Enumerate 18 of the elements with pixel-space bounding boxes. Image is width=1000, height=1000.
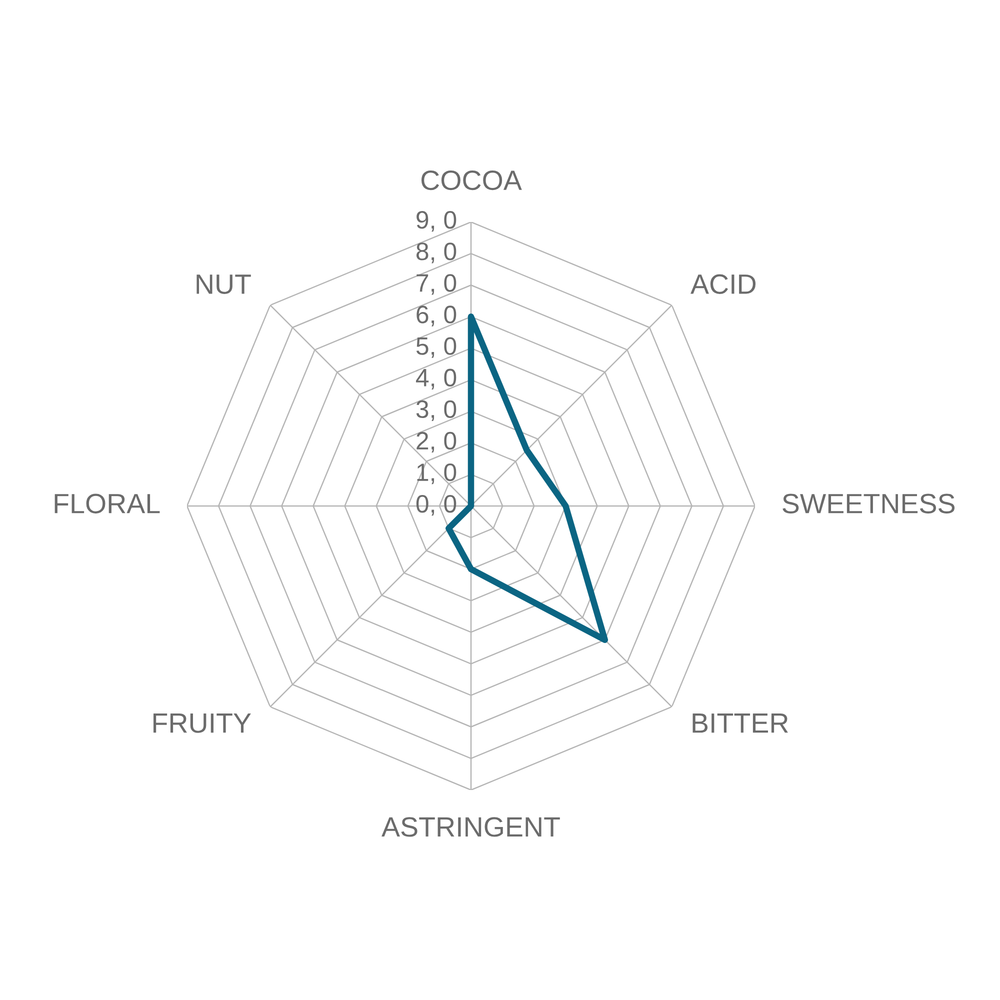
spoke-label: NUT [196, 274, 251, 294]
y-tick-label: 4, 0 [416, 368, 456, 390]
y-tick-label: 8, 0 [416, 242, 456, 264]
spoke-label: FLORAL [54, 494, 160, 514]
y-tick-label: 3, 0 [416, 400, 456, 421]
spoke-label: BITTER [692, 714, 788, 733]
spoke-label: COCOA [421, 170, 522, 190]
y-tick-label: 9, 0 [416, 211, 456, 232]
spoke-label: ASTRINGENT [382, 817, 560, 837]
y-tick-label: 6, 0 [416, 306, 456, 326]
y-tick-label: 7, 0 [416, 274, 456, 295]
spoke-label: SWEETNESS [782, 494, 955, 514]
y-tick-label: 0, 0 [416, 495, 456, 516]
y-tick-label: 1, 0 [417, 463, 456, 484]
y-tick-label: 2, 0 [416, 432, 456, 453]
y-tick-label: 5, 0 [416, 337, 456, 358]
spoke-label: FRUITY [154, 714, 251, 733]
spoke-label: ACID [690, 274, 756, 294]
